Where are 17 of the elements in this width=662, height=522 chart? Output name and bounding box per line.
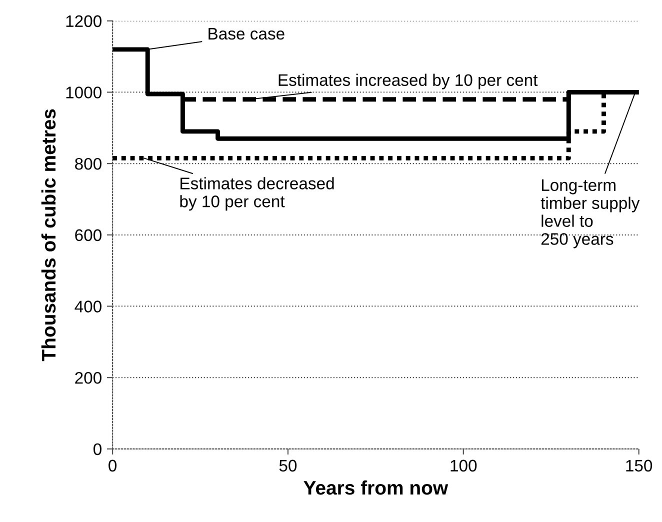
y-tick-label: 400	[74, 300, 102, 312]
y-tick-label: 200	[75, 372, 102, 384]
annotation: Long-term timber supply level to 250 years	[540, 179, 640, 248]
y-tick-label: 1200	[66, 15, 102, 28]
annotation: Base case	[208, 28, 284, 40]
y-tick-label: 1000	[66, 86, 102, 98]
x-tick-label: 50	[279, 460, 297, 472]
y-tick-label: 800	[75, 158, 102, 170]
y-tick-label: 600	[75, 229, 102, 242]
y-axis-title: Thousands of cubic metres	[41, 109, 56, 362]
x-tick-label: 150	[626, 460, 652, 472]
x-tick-label: 0	[108, 460, 117, 472]
y-tick-label: 0	[94, 443, 102, 456]
annotation: Estimates decreased by 10 per cent	[180, 177, 334, 211]
x-tick-label: 100	[450, 460, 477, 472]
x-axis-title: Years from now	[304, 480, 448, 495]
annotation: Estimates increased by 10 per cent	[278, 74, 538, 90]
